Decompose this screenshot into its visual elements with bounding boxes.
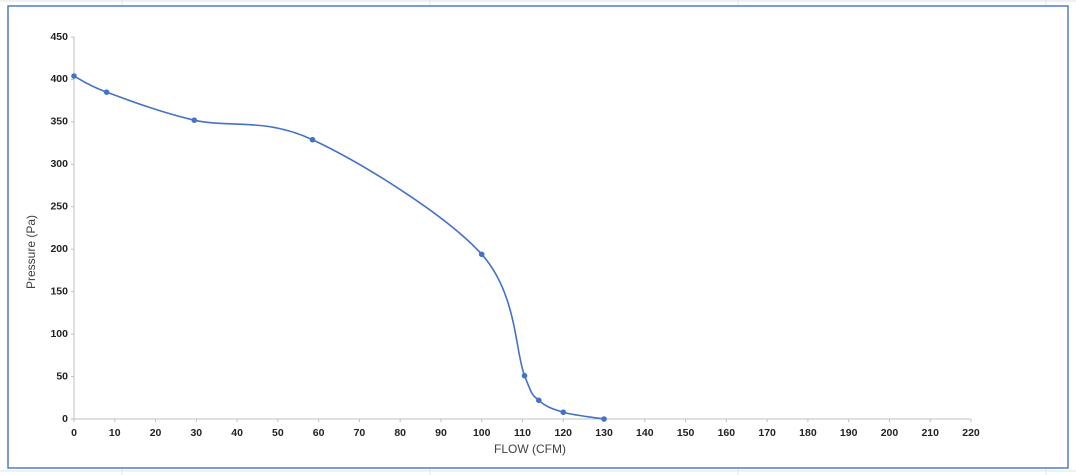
data-point xyxy=(521,372,528,379)
y-tick-label: 250 xyxy=(50,201,68,213)
data-point xyxy=(191,117,198,123)
y-tick-label: 150 xyxy=(50,285,68,297)
y-tick-label: 350 xyxy=(50,116,68,128)
data-point xyxy=(103,89,110,95)
data-point xyxy=(478,251,485,258)
y-tick-label: 400 xyxy=(50,73,68,85)
x-tick-label: 80 xyxy=(394,427,406,439)
x-tick-label: 190 xyxy=(840,427,858,439)
x-tick-label: 200 xyxy=(881,427,899,439)
y-tick-label: 450 xyxy=(50,31,68,43)
x-tick-label: 110 xyxy=(514,427,531,439)
data-point xyxy=(601,416,607,422)
y-tick-label: 200 xyxy=(50,243,68,255)
data-point xyxy=(71,73,77,79)
x-tick-label: 180 xyxy=(799,427,817,439)
x-tick-label: 210 xyxy=(921,427,939,439)
x-tick-label: 90 xyxy=(435,427,447,439)
x-tick-label: 120 xyxy=(555,427,573,439)
data-point xyxy=(560,409,567,416)
x-tick-label: 160 xyxy=(718,427,736,439)
x-tick-label: 60 xyxy=(313,427,325,439)
data-point xyxy=(536,397,542,404)
y-tick-label: 300 xyxy=(50,158,68,170)
y-tick-label: 0 xyxy=(62,413,68,425)
x-tick-label: 50 xyxy=(272,427,284,439)
x-tick-label: 70 xyxy=(354,427,366,439)
x-tick-label: 40 xyxy=(231,427,243,439)
x-tick-label: 140 xyxy=(636,427,654,439)
data-point xyxy=(309,136,316,143)
x-tick-label: 0 xyxy=(71,427,77,439)
x-tick-label: 170 xyxy=(758,427,776,439)
y-axis-title: Pressure (Pa) xyxy=(24,215,38,289)
chart-border xyxy=(7,5,1069,469)
x-tick-label: 220 xyxy=(962,427,980,439)
y-tick-label: 50 xyxy=(56,370,68,382)
data-line xyxy=(73,75,605,420)
x-tick-label: 20 xyxy=(150,427,162,439)
x-axis-title: FLOW (CFM) xyxy=(494,442,566,456)
x-tick-label: 130 xyxy=(595,427,613,439)
y-tick-label: 100 xyxy=(50,328,68,340)
x-tick-label: 100 xyxy=(473,427,491,439)
x-tick-label: 30 xyxy=(190,427,202,439)
x-tick-label: 10 xyxy=(109,427,121,439)
x-tick-label: 150 xyxy=(677,427,695,439)
